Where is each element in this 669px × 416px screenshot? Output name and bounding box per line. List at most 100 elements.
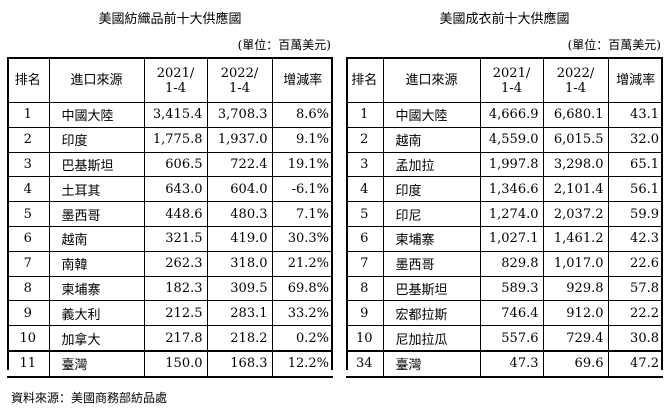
value-2022-cell: 1,017.0 bbox=[542, 251, 608, 277]
value-2021-cell: 557.6 bbox=[479, 325, 543, 352]
table-row: 3 孟加拉 1,997.8 3,298.0 65.1 bbox=[346, 152, 663, 178]
source-cell: 墨西哥 bbox=[382, 251, 480, 277]
table-row: 6 越南 321.5 419.0 30.3% bbox=[7, 226, 333, 252]
rank-cell: 5 bbox=[346, 201, 383, 227]
apparel-table: 排名 進口來源 2021/ 1-4 2022/ 1-4 增減率 1 中國大陸 4,666.9… bbox=[346, 57, 663, 378]
table-row: 10 尼加拉瓜 557.6 729.4 30.8 bbox=[346, 325, 663, 352]
value-2022-cell: 722.4 bbox=[206, 152, 272, 178]
table-row: 9 宏都拉斯 746.4 912.0 22.2 bbox=[346, 300, 663, 327]
value-2021-cell: 1,997.8 bbox=[479, 152, 543, 178]
header-rank: 排名 bbox=[346, 58, 383, 103]
value-2022-cell: 2,037.2 bbox=[542, 201, 608, 227]
table-row: 4 印度 1,346.6 2,101.4 56.1 bbox=[346, 176, 663, 203]
growth-cell: 57.8 bbox=[607, 276, 663, 302]
header-source: 進口來源 bbox=[48, 58, 144, 103]
table-row: 11 臺灣 150.0 168.3 12.2% bbox=[7, 349, 333, 377]
source-cell: 柬埔寨 bbox=[382, 226, 480, 252]
rank-cell: 7 bbox=[7, 251, 49, 277]
value-2021-cell: 643.0 bbox=[143, 176, 207, 203]
value-2021-cell: 448.6 bbox=[143, 201, 207, 227]
header-growth: 增減率 bbox=[607, 58, 663, 103]
header-value-2022: 2022/ 1-4 bbox=[542, 58, 608, 103]
growth-cell: 22.2 bbox=[607, 300, 663, 327]
growth-cell: 30.3% bbox=[271, 226, 333, 252]
source-cell: 孟加拉 bbox=[382, 152, 480, 178]
header-growth: 增減率 bbox=[271, 58, 333, 103]
source-cell: 印度 bbox=[382, 176, 480, 203]
value-2021-cell: 3,415.4 bbox=[143, 102, 207, 128]
value-2021-cell: 589.3 bbox=[479, 276, 543, 302]
value-2022-cell: 604.0 bbox=[206, 176, 272, 203]
growth-cell: 30.8 bbox=[607, 325, 663, 352]
rank-cell: 1 bbox=[346, 102, 383, 128]
source-cell: 加拿大 bbox=[48, 325, 144, 352]
source-cell: 義大利 bbox=[48, 300, 144, 327]
source-cell: 柬埔寨 bbox=[48, 276, 144, 302]
growth-cell: 12.2% bbox=[271, 349, 333, 377]
source-cell: 越南 bbox=[382, 127, 480, 153]
textile-unit: (單位：百萬美元) bbox=[237, 38, 331, 52]
value-2022-cell: 318.0 bbox=[206, 251, 272, 277]
value-2021-cell: 262.3 bbox=[143, 251, 207, 277]
rank-cell: 4 bbox=[7, 176, 49, 203]
growth-cell: 33.2% bbox=[271, 300, 333, 327]
table-row: 2 越南 4,559.0 6,015.5 32.0 bbox=[346, 127, 663, 153]
rank-cell: 1 bbox=[7, 102, 49, 128]
source-cell: 中國大陸 bbox=[382, 102, 480, 128]
rank-cell: 6 bbox=[7, 226, 49, 252]
value-2022-cell: 480.3 bbox=[206, 201, 272, 227]
rank-cell: 2 bbox=[346, 127, 383, 153]
value-2022-cell: 912.0 bbox=[542, 300, 608, 327]
value-2021-cell: 4,559.0 bbox=[479, 127, 543, 153]
table-row: 5 印尼 1,274.0 2,037.2 59.9 bbox=[346, 201, 663, 227]
value-2021-cell: 4,666.9 bbox=[479, 102, 543, 128]
growth-cell: 21.2% bbox=[271, 251, 333, 277]
source-note: 資料來源：美國商務部紡品處 bbox=[11, 391, 168, 405]
value-2022-cell: 729.4 bbox=[542, 325, 608, 352]
value-2021-cell: 217.8 bbox=[143, 325, 207, 352]
table-header-row: 排名 進口來源 2021/ 1-4 2022/ 1-4 增減率 bbox=[7, 58, 333, 103]
table-row: 7 墨西哥 829.8 1,017.0 22.6 bbox=[346, 251, 663, 277]
value-2022-cell: 1,461.2 bbox=[542, 226, 608, 252]
apparel-unit: (單位：百萬美元) bbox=[567, 38, 661, 52]
growth-cell: 65.1 bbox=[607, 152, 663, 178]
value-2021-cell: 47.3 bbox=[479, 349, 543, 377]
table-row: 2 印度 1,775.8 1,937.0 9.1% bbox=[7, 127, 333, 153]
table-row: 4 土耳其 643.0 604.0 -6.1% bbox=[7, 176, 333, 203]
source-cell: 尼加拉瓜 bbox=[382, 325, 480, 352]
value-2021-cell: 829.8 bbox=[479, 251, 543, 277]
value-2021-cell: 1,775.8 bbox=[143, 127, 207, 153]
source-cell: 臺灣 bbox=[382, 349, 480, 377]
header-source: 進口來源 bbox=[382, 58, 480, 103]
growth-cell: 56.1 bbox=[607, 176, 663, 203]
value-2022-cell: 283.1 bbox=[206, 300, 272, 327]
value-2022-cell: 6,015.5 bbox=[542, 127, 608, 153]
source-cell: 墨西哥 bbox=[48, 201, 144, 227]
table-row: 5 墨西哥 448.6 480.3 7.1% bbox=[7, 201, 333, 227]
table-row: 34 臺灣 47.3 69.6 47.2 bbox=[346, 349, 663, 377]
value-2022-cell: 2,101.4 bbox=[542, 176, 608, 203]
rank-cell: 3 bbox=[7, 152, 49, 178]
textile-title: 美國紡織品前十大供應國 bbox=[98, 12, 242, 27]
table-row: 3 巴基斯坦 606.5 722.4 19.1% bbox=[7, 152, 333, 178]
value-2021-cell: 150.0 bbox=[143, 349, 207, 377]
rank-cell: 34 bbox=[346, 349, 383, 377]
source-cell: 巴基斯坦 bbox=[382, 276, 480, 302]
value-2021-cell: 1,346.6 bbox=[479, 176, 543, 203]
value-2022-cell: 1,937.0 bbox=[206, 127, 272, 153]
header-rank: 排名 bbox=[7, 58, 49, 103]
value-2021-cell: 606.5 bbox=[143, 152, 207, 178]
growth-cell: 32.0 bbox=[607, 127, 663, 153]
rank-cell: 7 bbox=[346, 251, 383, 277]
textile-table: 排名 進口來源 2021/ 1-4 2022/ 1-4 增減率 1 中國大陸 3,415.4… bbox=[7, 57, 333, 378]
growth-cell: 43.1 bbox=[607, 102, 663, 128]
value-2022-cell: 3,298.0 bbox=[542, 152, 608, 178]
header-value-2021: 2021/ 1-4 bbox=[143, 58, 207, 103]
growth-cell: 19.1% bbox=[271, 152, 333, 178]
growth-cell: 47.2 bbox=[607, 349, 663, 377]
header-value-2022: 2022/ 1-4 bbox=[206, 58, 272, 103]
value-2022-cell: 168.3 bbox=[206, 349, 272, 377]
value-2022-cell: 6,680.1 bbox=[542, 102, 608, 128]
value-2022-cell: 309.5 bbox=[206, 276, 272, 302]
rank-cell: 5 bbox=[7, 201, 49, 227]
